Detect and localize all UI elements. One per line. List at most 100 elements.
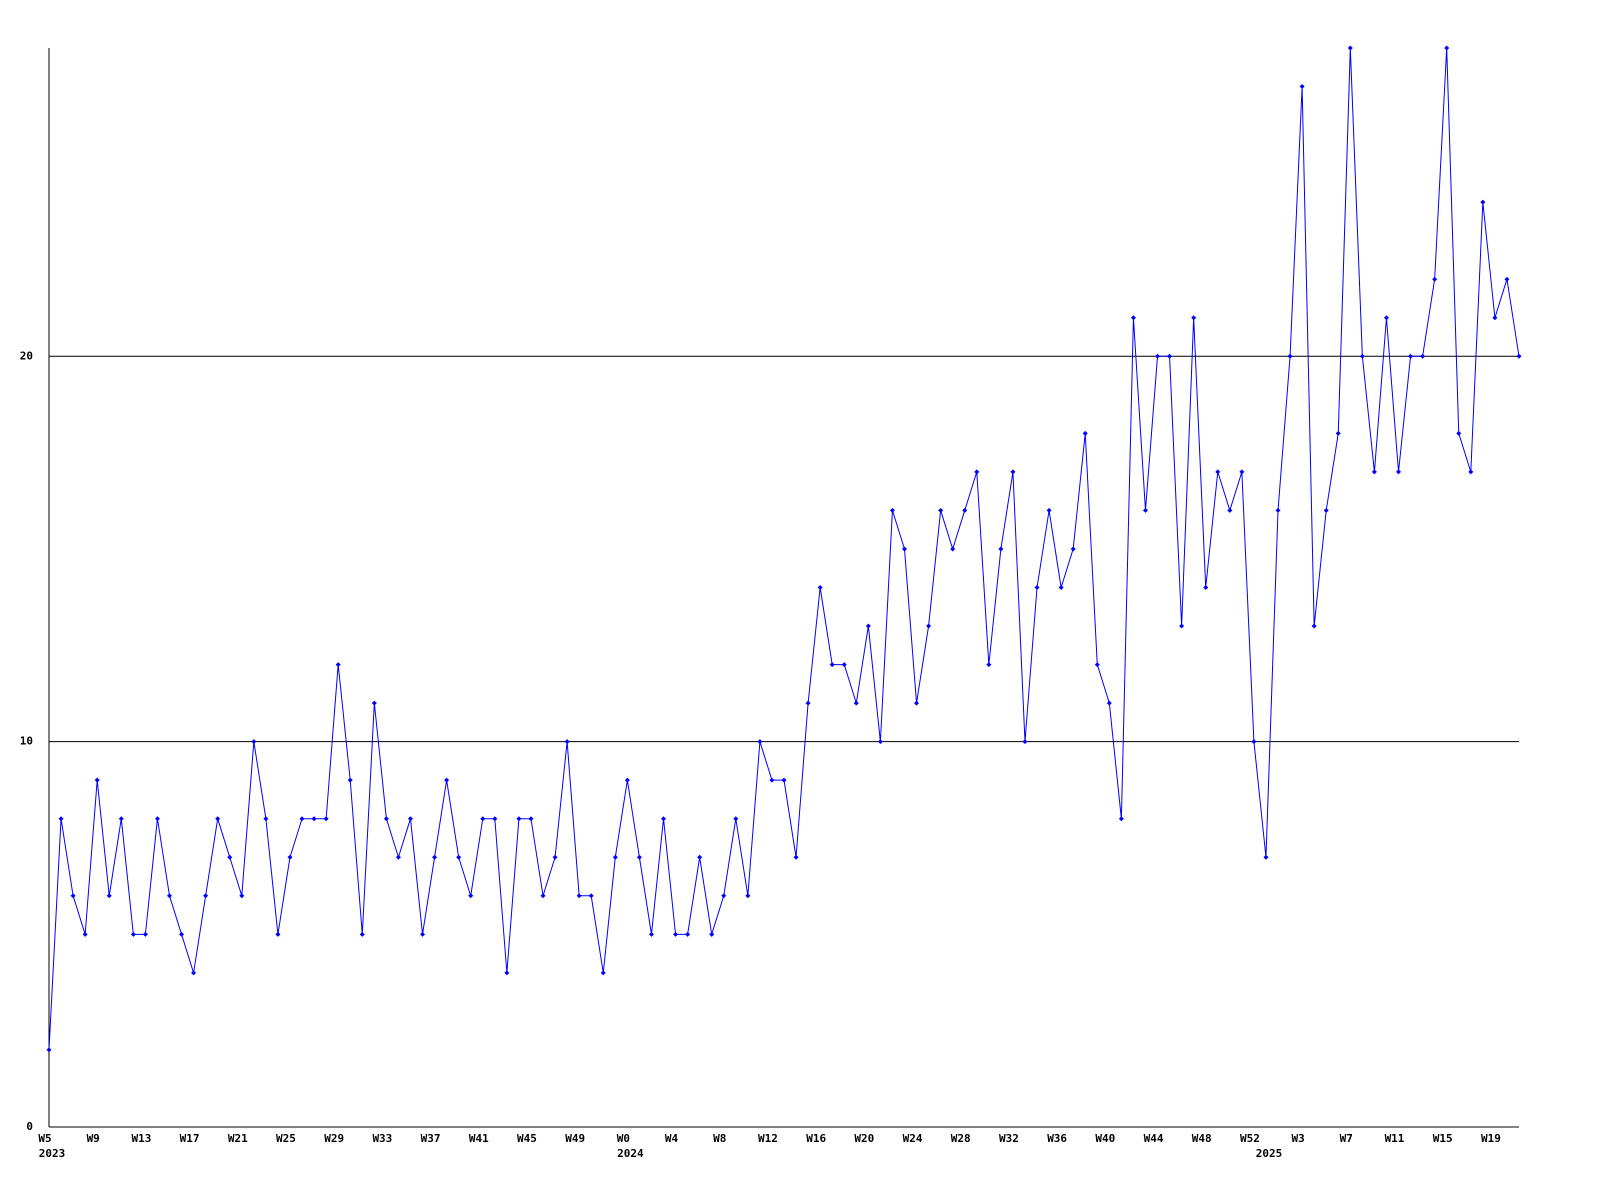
x-tick-label: W0 bbox=[617, 1132, 630, 1145]
x-tick-label: W13 bbox=[131, 1132, 151, 1145]
point-marker bbox=[191, 970, 197, 976]
point-marker bbox=[600, 970, 606, 976]
point-marker bbox=[1034, 585, 1040, 590]
point-marker bbox=[1118, 816, 1124, 822]
point-marker bbox=[1203, 585, 1209, 590]
x-tick-label: W19 bbox=[1481, 1132, 1501, 1145]
point-marker bbox=[950, 546, 956, 552]
point-marker bbox=[179, 931, 185, 937]
point-marker bbox=[1155, 353, 1161, 359]
x-tick-label: W4 bbox=[665, 1132, 679, 1145]
point-marker bbox=[263, 816, 269, 822]
point-marker bbox=[1142, 507, 1148, 513]
point-marker bbox=[166, 893, 172, 899]
point-marker bbox=[1215, 469, 1221, 475]
point-marker bbox=[1275, 507, 1281, 513]
point-marker bbox=[1359, 353, 1365, 359]
point-marker bbox=[1227, 507, 1233, 513]
point-marker bbox=[889, 507, 895, 513]
x-tick-label: W44 bbox=[1144, 1132, 1164, 1145]
point-marker bbox=[154, 816, 160, 822]
point-marker bbox=[444, 777, 450, 783]
x-group-label: 2024 bbox=[617, 1147, 644, 1160]
point-marker bbox=[588, 893, 594, 899]
point-marker bbox=[395, 854, 401, 860]
point-marker bbox=[673, 931, 679, 937]
x-tick-label: W48 bbox=[1192, 1132, 1212, 1145]
x-tick-label: W16 bbox=[806, 1132, 826, 1145]
x-tick-label: W41 bbox=[469, 1132, 489, 1145]
point-marker bbox=[1492, 315, 1498, 321]
x-tick-label: W40 bbox=[1095, 1132, 1115, 1145]
point-marker bbox=[227, 854, 233, 860]
x-tick-label: W49 bbox=[565, 1132, 585, 1145]
point-marker bbox=[853, 700, 859, 706]
x-tick-label: W15 bbox=[1433, 1132, 1453, 1145]
point-marker bbox=[914, 700, 920, 706]
point-marker bbox=[130, 931, 136, 937]
x-tick-label: W37 bbox=[421, 1132, 441, 1145]
x-tick-label: W25 bbox=[276, 1132, 296, 1145]
point-marker bbox=[1420, 353, 1426, 359]
point-marker bbox=[1335, 430, 1341, 436]
point-marker bbox=[1191, 315, 1197, 321]
point-marker bbox=[576, 893, 582, 899]
point-marker bbox=[901, 546, 907, 552]
point-marker bbox=[685, 931, 691, 937]
x-tick-label: W11 bbox=[1385, 1132, 1405, 1145]
point-marker bbox=[1383, 315, 1389, 321]
point-marker bbox=[1347, 45, 1353, 51]
point-marker bbox=[1239, 469, 1245, 475]
point-marker bbox=[962, 507, 968, 513]
point-marker bbox=[1022, 739, 1028, 745]
point-marker bbox=[456, 854, 462, 860]
point-marker bbox=[733, 816, 739, 822]
point-marker bbox=[82, 931, 88, 937]
point-marker bbox=[865, 623, 871, 629]
point-marker bbox=[817, 585, 823, 590]
x-tick-label: W28 bbox=[951, 1132, 971, 1145]
point-marker bbox=[516, 816, 522, 822]
point-marker bbox=[998, 546, 1004, 552]
point-marker bbox=[70, 893, 76, 899]
point-marker bbox=[1323, 507, 1329, 513]
point-marker bbox=[1456, 430, 1462, 436]
point-marker bbox=[938, 507, 944, 513]
point-marker bbox=[540, 893, 546, 899]
point-marker bbox=[1010, 469, 1016, 475]
point-marker bbox=[986, 662, 992, 668]
x-tick-label: W36 bbox=[1047, 1132, 1067, 1145]
x-tick-label: W33 bbox=[372, 1132, 392, 1145]
point-marker bbox=[1094, 662, 1100, 668]
point-marker bbox=[793, 854, 799, 860]
point-marker bbox=[94, 777, 100, 783]
x-tick-label: W52 bbox=[1240, 1132, 1260, 1145]
point-marker bbox=[1516, 353, 1522, 359]
point-marker bbox=[492, 816, 498, 822]
x-tick-label: W9 bbox=[87, 1132, 100, 1145]
x-tick-label: W17 bbox=[180, 1132, 200, 1145]
point-marker bbox=[1480, 199, 1486, 205]
x-group-label: 2025 bbox=[1256, 1147, 1283, 1160]
x-tick-label: W24 bbox=[903, 1132, 923, 1145]
point-marker bbox=[648, 931, 654, 937]
point-marker bbox=[1444, 45, 1450, 51]
point-marker bbox=[745, 893, 751, 899]
point-marker bbox=[1082, 430, 1088, 436]
point-marker bbox=[769, 777, 775, 783]
point-marker bbox=[347, 777, 353, 783]
point-marker bbox=[612, 854, 618, 860]
point-marker bbox=[407, 816, 413, 822]
x-tick-label: W8 bbox=[713, 1132, 726, 1145]
point-marker bbox=[661, 816, 667, 822]
point-marker bbox=[1371, 469, 1377, 475]
point-marker bbox=[299, 816, 305, 822]
point-marker bbox=[552, 854, 558, 860]
x-tick-label: W29 bbox=[324, 1132, 344, 1145]
point-marker bbox=[203, 893, 209, 899]
x-tick-label: W7 bbox=[1340, 1132, 1353, 1145]
point-marker bbox=[420, 931, 426, 937]
x-group-label: 2023 bbox=[39, 1147, 66, 1160]
